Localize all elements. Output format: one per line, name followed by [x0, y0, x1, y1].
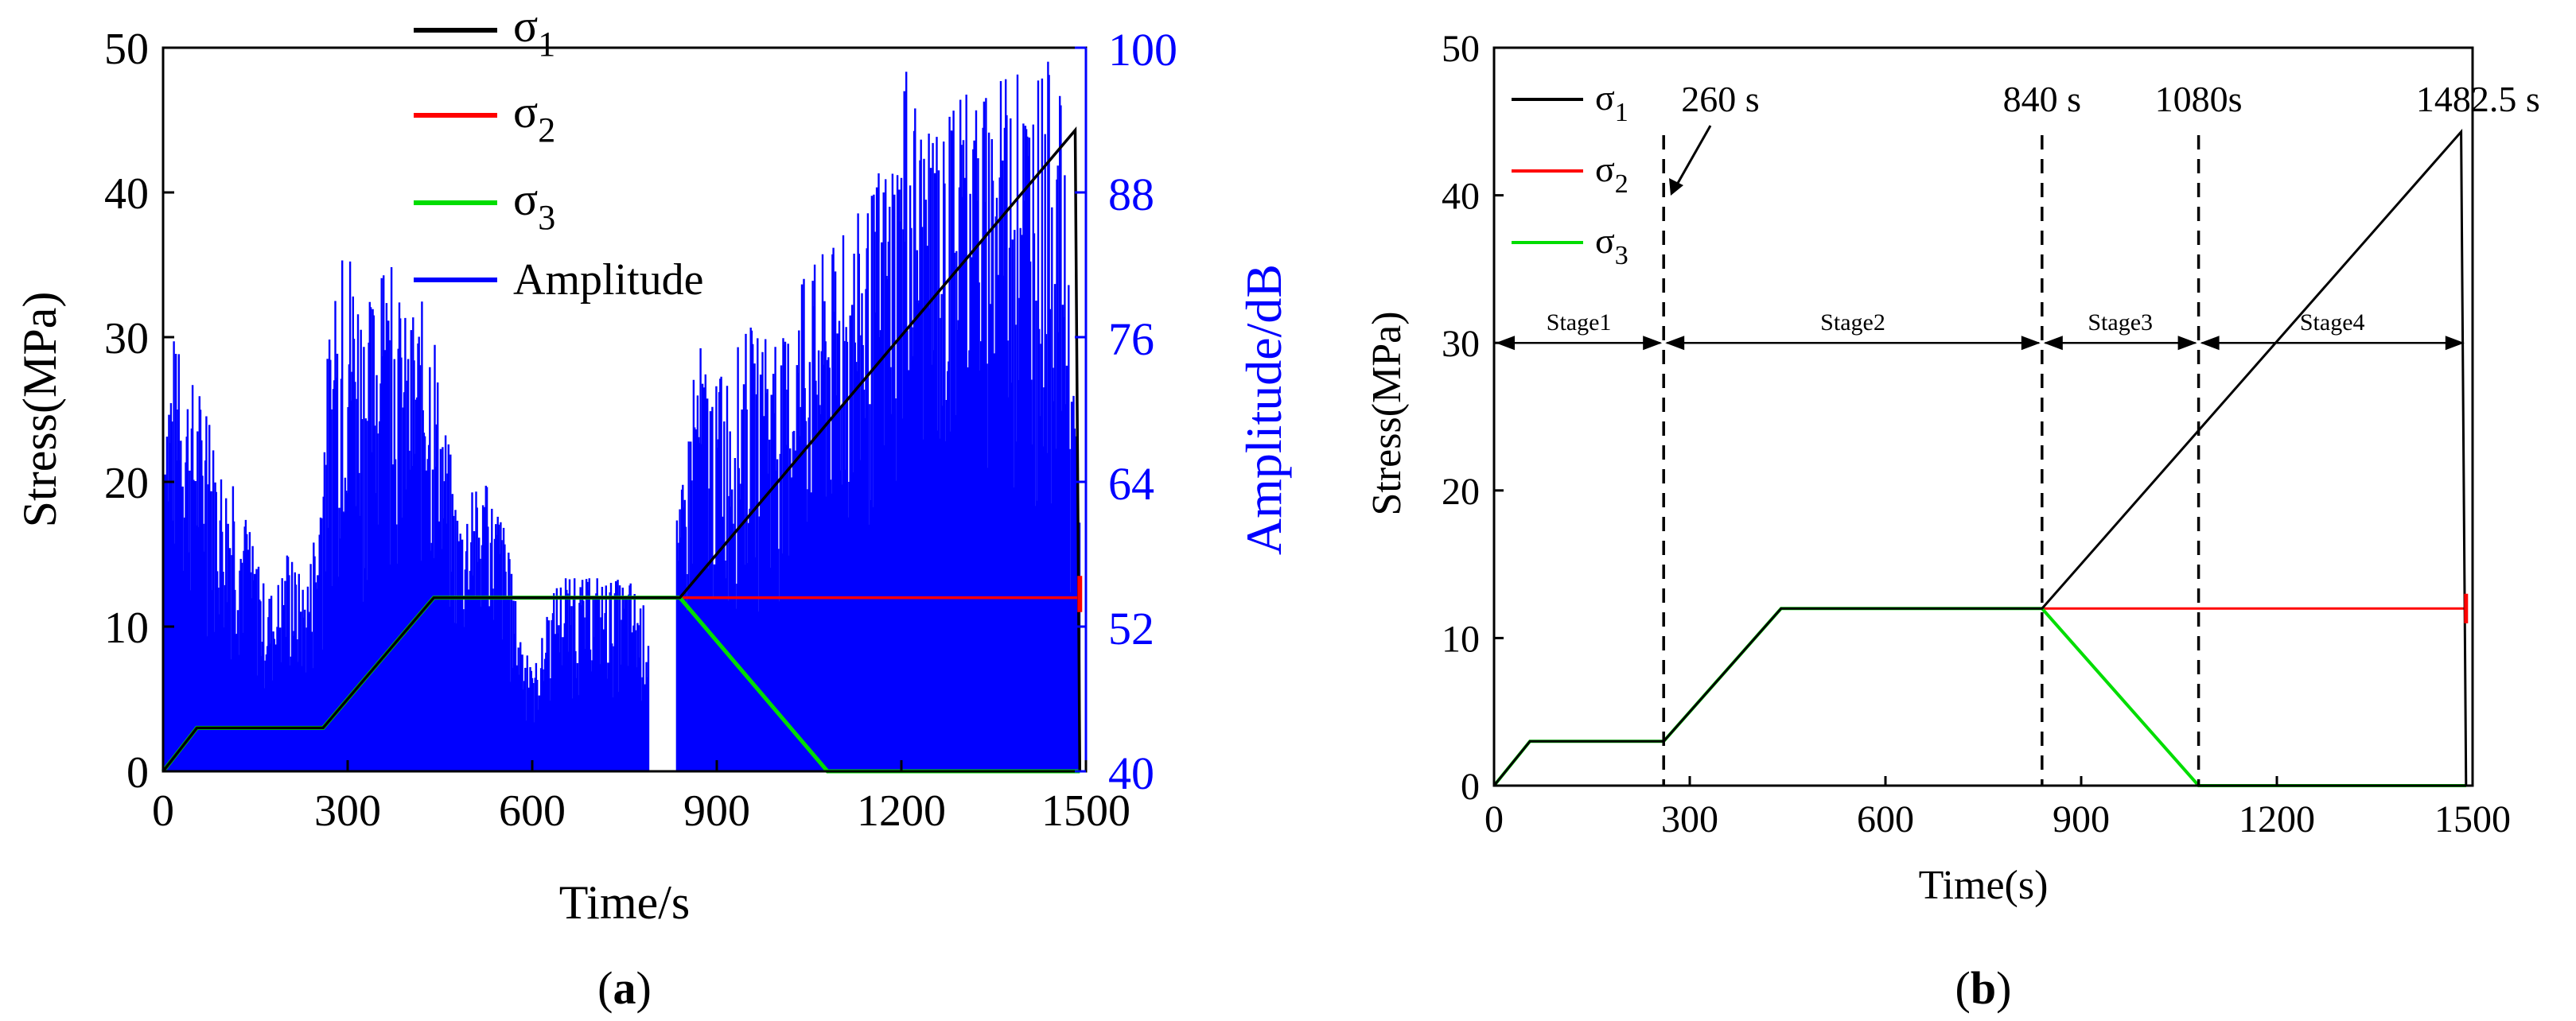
stage-label: Stage3	[2088, 309, 2153, 336]
stage-arrow-head-right	[2021, 336, 2041, 351]
panel-b-legend: σ1 σ2 σ3	[1512, 77, 1628, 270]
series-b-sigma3	[1492, 607, 2466, 787]
panel-a-y2-ticks: 40 52 64 76 88 100	[1075, 24, 1177, 799]
panel-a: 0 300 600 900 1200 1500 0 10 20 30 40 50 40 52 64 76 8…	[14, 0, 1292, 1014]
panel-b-axes-box	[1492, 46, 2474, 787]
stage-label: Stage2	[1820, 309, 1885, 336]
x-tick-label: 0	[152, 786, 174, 836]
y-tick-label: 0	[126, 748, 149, 798]
x-tick-label: 900	[2053, 798, 2110, 840]
stage-arrow-head-left	[1496, 336, 1515, 351]
boundary-label: 1080s	[2155, 79, 2243, 119]
x-tick-label: 300	[314, 786, 381, 836]
x-tick-label: 300	[1661, 798, 1718, 840]
y2-tick-label: 64	[1108, 458, 1154, 510]
stage-arrow-head-left	[2200, 336, 2220, 351]
stress-lines	[1492, 128, 2469, 787]
y-tick-label: 50	[104, 25, 149, 74]
panel-a-caption: (a)	[597, 962, 652, 1014]
y-tick-label: 40	[104, 169, 149, 219]
stage-boundary-lines: 260 s 840 s 1080s 1482.5 s	[1662, 79, 2540, 786]
stage-arrow-head-right	[2445, 336, 2465, 351]
stage-label: Stage4	[2300, 309, 2365, 336]
panel-a-xlabel: Time/s	[559, 876, 691, 929]
x-tick-label: 1500	[1041, 786, 1130, 836]
panel-a-y-ticks: 0 10 20 30 40 50	[104, 25, 174, 798]
y-tick-label: 10	[1442, 618, 1480, 660]
y2-tick-label: 76	[1108, 313, 1154, 365]
boundary-label: 1482.5 s	[2416, 79, 2540, 119]
stage-arrow-head-right	[2177, 336, 2197, 351]
panel-a-legend: σ1 σ2 σ3 Amplitude	[414, 0, 704, 305]
y-tick-label: 30	[104, 314, 149, 363]
x-tick-label: 600	[499, 786, 566, 836]
y-tick-label: 40	[1442, 176, 1480, 218]
panel-b: 260 s 840 s 1080s 1482.5 s Stage1 Stage2 Stag…	[1364, 28, 2540, 1014]
series-a-sigma1	[161, 126, 1082, 773]
x-tick-label: 900	[683, 786, 750, 836]
x-tick-label: 0	[1485, 798, 1504, 840]
y2-tick-label: 100	[1108, 24, 1177, 76]
y-tick-label: 30	[1442, 323, 1480, 365]
stage-arrow-head-right	[1643, 336, 1663, 351]
stage-arrow-head-left	[2043, 336, 2063, 351]
panel-b-x-ticks: 0 300 600 900 1200 1500	[1485, 776, 2511, 840]
y-tick-label: 50	[1442, 28, 1480, 70]
series-b-sigma2	[1492, 607, 2466, 786]
boundary-label: 260 s	[1681, 79, 1759, 119]
y-tick-label: 20	[104, 459, 149, 508]
panel-a-y2label: Amplitude/dB	[1235, 264, 1292, 555]
stage-arrows: Stage1 Stage2 Stage3 Stage4	[1496, 309, 2465, 351]
y-tick-label: 10	[104, 604, 149, 653]
legend-b-sigma2-label: σ2	[1595, 149, 1628, 199]
x-tick-label: 1500	[2434, 798, 2511, 840]
panel-b-caption: (b)	[1955, 962, 2012, 1014]
y-tick-label: 20	[1442, 471, 1480, 513]
panel-b-ylabel: Stress(MPa)	[1364, 311, 1410, 515]
boundary-label: 840 s	[2003, 79, 2081, 119]
panel-a-x-ticks: 0 300 600 900 1200 1500	[152, 760, 1130, 836]
series-b-sigma1	[1492, 128, 2468, 786]
y-tick-label: 0	[1461, 766, 1480, 808]
y2-tick-label: 40	[1108, 747, 1154, 799]
y2-tick-label: 88	[1108, 169, 1154, 220]
panel-b-y-ticks: 0 10 20 30 40 50	[1442, 28, 1504, 808]
x-tick-label: 1200	[857, 786, 946, 836]
x-tick-label: 600	[1857, 798, 1914, 840]
stage-arrow-head-left	[1665, 336, 1685, 351]
legend-a-amplitude-label: Amplitude	[513, 255, 704, 305]
y2-tick-label: 52	[1108, 603, 1154, 654]
stage-label: Stage1	[1547, 309, 1612, 336]
x-tick-label: 1200	[2239, 798, 2315, 840]
legend-b-sigma3-label: σ3	[1595, 220, 1628, 270]
label-260-pointer	[1669, 125, 1712, 196]
legend-b-sigma1-label: σ1	[1595, 77, 1628, 127]
panel-a-ylabel: Stress(MPa)	[14, 292, 66, 528]
panel-b-xlabel: Time(s)	[1919, 863, 2049, 908]
